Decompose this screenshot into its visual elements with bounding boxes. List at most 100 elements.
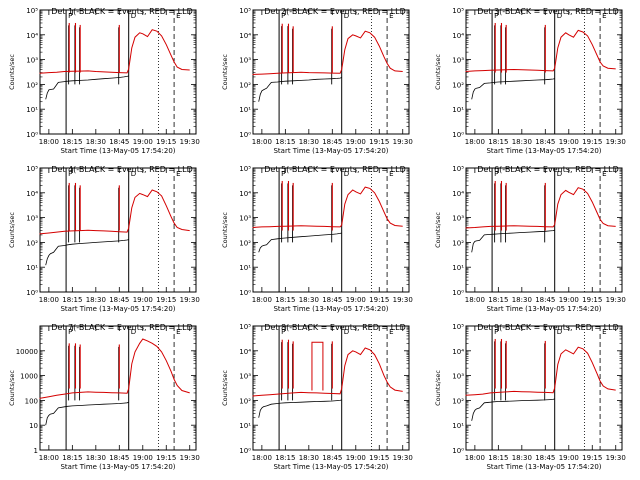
y-tick-label: 10 [29, 422, 38, 430]
x-tick-label: 18:45 [322, 454, 342, 462]
y-tick-label: 10⁰ [452, 131, 464, 139]
plot-frame [252, 167, 410, 293]
series-events [471, 398, 555, 421]
x-axis-label: Start Time (13-May-05 17:54:20) [273, 147, 388, 155]
panel-title: Det 9(-BLACK = Events, RED = LLD [477, 323, 618, 332]
y-tick-label: 10¹ [452, 106, 464, 114]
plot-frame [465, 325, 623, 451]
x-tick-label: 19:30 [393, 296, 413, 304]
marker-label: P [68, 12, 72, 20]
series-events [45, 401, 129, 426]
y-axis-label: Counts/sec [434, 54, 442, 90]
y-tick-label: 10⁵ [239, 323, 251, 331]
x-tick-label: 19:00 [133, 296, 153, 304]
marker-label: E [176, 12, 180, 20]
x-tick-label: 18:45 [109, 296, 129, 304]
y-tick-label: 10⁵ [26, 165, 38, 173]
x-axis-label: Start Time (13-May-05 17:54:20) [486, 463, 601, 471]
x-tick-label: 19:30 [180, 138, 200, 146]
x-tick-label: 19:15 [156, 138, 176, 146]
panel-title: Det 8(-BLACK = Events, RED = LLD [264, 323, 405, 332]
x-tick-label: 19:00 [559, 454, 579, 462]
x-tick-label: 19:30 [606, 454, 626, 462]
x-tick-label: 18:45 [535, 296, 555, 304]
y-axis-label: Counts/sec [8, 54, 16, 90]
panel-title: Det 3(-BLACK = Events, RED = LLD [477, 7, 618, 16]
y-axis-label: Counts/sec [434, 370, 442, 406]
x-tick-label: 19:00 [346, 296, 366, 304]
x-tick-label: 18:30 [86, 296, 106, 304]
x-tick-label: 18:15 [62, 296, 82, 304]
panel-det-3: Det 3(-BLACK = Events, RED = LLD 10⁰ 10¹ 10… [434, 7, 626, 155]
y-tick-label: 10⁰ [452, 447, 464, 455]
plot-frame [465, 9, 623, 135]
x-tick-label: 18:00 [39, 454, 59, 462]
series-lld [465, 29, 616, 72]
plot-frame [252, 325, 410, 451]
y-tick-label: 10000 [16, 348, 38, 356]
y-tick-label: 10⁰ [26, 289, 38, 297]
x-tick-label: 18:00 [252, 296, 272, 304]
x-tick-label: 18:15 [62, 454, 82, 462]
panel-det-1: Det 1(-BLACK = Events, RED = LLD 10⁰ 10¹ 10… [8, 7, 200, 155]
x-tick-label: 18:45 [535, 138, 555, 146]
series-lld [465, 187, 616, 229]
y-tick-label: 10⁴ [239, 190, 251, 198]
panel-title: Det 1(-BLACK = Events, RED = LLD [51, 7, 192, 16]
marker-label: D [557, 12, 562, 20]
series-lld [39, 189, 190, 235]
y-axis-label: Counts/sec [221, 54, 229, 90]
marker-label: D [344, 170, 349, 178]
marker-label: E [389, 170, 393, 178]
plot-frame [39, 325, 197, 451]
series-events [258, 399, 342, 418]
marker-label: P [281, 328, 285, 336]
panel-det-7: Det 7(-BLACK = Events, RED = LLD 1 10 100 10… [8, 323, 200, 471]
y-tick-label: 10⁵ [452, 323, 464, 331]
marker-label: P [494, 170, 498, 178]
series-events [258, 77, 342, 102]
panel-title: Det 5(-BLACK = Events, RED = LLD [264, 165, 405, 174]
x-tick-label: 19:30 [606, 296, 626, 304]
series-events [471, 78, 555, 100]
marker-label: D [131, 12, 136, 20]
x-tick-label: 18:45 [109, 454, 129, 462]
y-tick-label: 10⁴ [452, 32, 464, 40]
marker-label: P [494, 328, 498, 336]
y-tick-label: 10⁰ [239, 131, 251, 139]
y-tick-label: 10³ [239, 57, 251, 65]
y-tick-label: 10² [452, 239, 464, 247]
y-tick-label: 10¹ [452, 264, 464, 272]
panel-det-2: Det 2(-BLACK = Events, RED = LLD 10⁰ 10¹ 10… [221, 7, 413, 155]
y-tick-label: 10⁰ [239, 447, 251, 455]
y-tick-label: 10⁰ [452, 289, 464, 297]
y-tick-label: 10⁴ [26, 32, 38, 40]
y-axis-label: Counts/sec [8, 212, 16, 248]
x-axis-label: Start Time (13-May-05 17:54:20) [486, 147, 601, 155]
marker-label: P [281, 170, 285, 178]
series-events [258, 232, 342, 253]
x-tick-label: 19:30 [393, 138, 413, 146]
x-tick-label: 18:00 [465, 296, 485, 304]
y-tick-label: 10¹ [239, 264, 251, 272]
marker-label: D [131, 170, 136, 178]
series-lld [252, 30, 403, 75]
y-axis-label: Counts/sec [8, 370, 16, 406]
panel-det-5: Det 5(-BLACK = Events, RED = LLD 10⁰ 10¹ 10… [221, 165, 413, 313]
y-tick-label: 10¹ [239, 422, 251, 430]
plot-frame [39, 167, 197, 293]
y-tick-label: 10³ [239, 215, 251, 223]
x-tick-label: 18:30 [299, 296, 319, 304]
y-tick-label: 10² [452, 397, 464, 405]
x-tick-label: 19:00 [346, 138, 366, 146]
x-axis-label: Start Time (13-May-05 17:54:20) [60, 147, 175, 155]
y-tick-label: 10⁴ [239, 32, 251, 40]
marker-label: D [131, 328, 136, 336]
x-tick-label: 18:00 [465, 138, 485, 146]
y-tick-label: 10⁵ [452, 165, 464, 173]
marker-label: E [389, 12, 393, 20]
series-lld [39, 338, 190, 399]
y-tick-label: 10¹ [26, 264, 38, 272]
y-tick-label: 1 [34, 447, 38, 455]
x-tick-label: 18:30 [86, 454, 106, 462]
